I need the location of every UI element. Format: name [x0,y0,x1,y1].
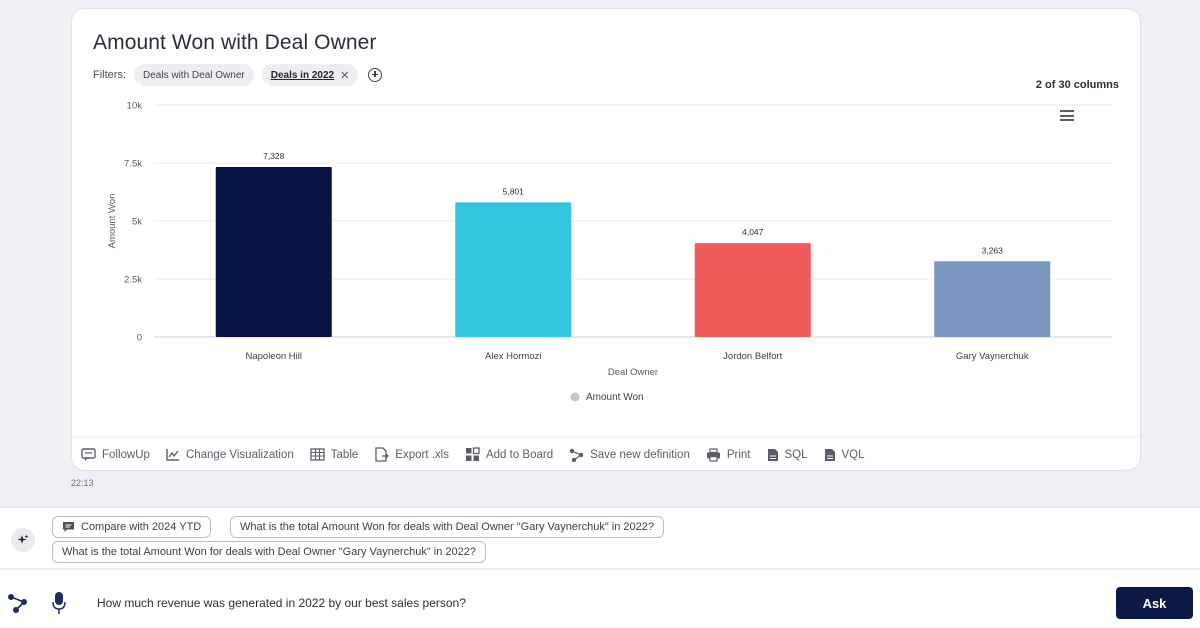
filter-chip-label: Deals with Deal Owner [143,69,245,81]
print-button[interactable]: Print [706,447,751,462]
print-label: Print [726,448,751,461]
chat-icon [63,522,74,532]
suggestion-question-label: What is the total Amount Won for deals w… [62,546,476,558]
followup-label: FollowUp [102,448,150,461]
printer-icon [706,447,720,462]
columns-count[interactable]: 2 of 30 columns [1035,79,1119,91]
data-label: 4,047 [742,227,764,237]
add-to-board-button[interactable]: Add to Board [465,447,553,462]
legend-marker [570,392,580,402]
x-axis-label: Deal Owner [608,367,658,378]
sql-file-icon [767,448,778,461]
x-tick-label: Napoleon Hill [245,351,302,362]
followup-icon [81,447,96,461]
data-label: 7,328 [263,151,285,161]
vql-label: VQL [841,448,865,461]
hamburger-menu-icon[interactable] [1060,110,1074,121]
x-tick-label: Gary Vaynerchuk [956,351,1029,362]
remove-filter-icon[interactable]: ✕ [340,69,350,82]
query-input[interactable]: How much revenue was generated in 2022 b… [97,596,466,610]
sql-button[interactable]: SQL [767,448,808,462]
y-axis-label: Amount Won [107,194,118,249]
filters-row: Filters: Deals with Deal Owner Deals in … [93,64,383,86]
filters-label: Filters: [93,69,126,81]
export-label: Export .xls [395,448,449,461]
suggestion-question-label: What is the total Amount Won for deals w… [240,521,654,533]
ai-suggest-button[interactable] [11,528,35,552]
add-to-board-label: Add to Board [485,448,554,461]
followup-button[interactable]: FollowUp [81,447,150,462]
bar-chart: 0 2.5k 5k 7.5k 10k Amount Won 7,328 Napoleon Hi… [107,101,1112,403]
filter-chip-label: Deals in 2022 [270,69,335,81]
bar [694,243,811,337]
line-chart-icon [166,449,179,461]
change-visualization-label: Change Visualization [185,448,294,461]
bar [934,261,1051,337]
microphone-icon[interactable] [52,591,66,615]
export-icon [375,447,390,462]
vql-file-icon [824,448,835,461]
chart-toolbar: FollowUp Change Visualization Table Expo… [72,436,1140,470]
data-label: 3,263 [982,245,1004,255]
data-label: 5,801 [503,186,525,196]
message-timestamp: 22:13 [71,478,94,488]
x-tick-label: Jordon Belfort [723,351,783,362]
suggestion-question-button[interactable]: What is the total Amount Won for deals w… [230,516,664,538]
save-definition-button[interactable]: Save new definition [569,448,690,462]
board-icon [465,447,480,461]
suggestion-question-button[interactable]: What is the total Amount Won for deals w… [52,541,486,563]
suggestion-compare-button[interactable]: Compare with 2024 YTD [52,516,212,538]
flow-icon [569,448,584,462]
x-tick-label: Alex Hormozi [485,351,542,362]
bar [215,166,332,337]
chart-card: Amount Won with Deal Owner Filters: Deal… [71,8,1141,471]
save-definition-label: Save new definition [590,448,690,461]
vql-button[interactable]: VQL [824,448,865,462]
export-xls-button[interactable]: Export .xls [374,447,449,462]
y-tick-label: 2.5k [124,275,142,286]
y-tick-label: 0 [137,333,142,344]
sparkle-icon [17,534,29,544]
ask-button[interactable]: Ask [1116,587,1193,619]
y-tick-label: 10k [127,101,143,112]
table-icon [310,448,325,461]
y-tick-label: 7.5k [124,159,142,170]
filter-chip-deals-2022[interactable]: Deals in 2022 ✕ [261,64,359,86]
filter-chip-deal-owner[interactable]: Deals with Deal Owner [134,64,254,86]
add-filter-icon[interactable] [368,68,383,82]
table-label: Table [330,448,359,461]
suggestion-compare-label: Compare with 2024 YTD [81,521,202,533]
legend-label: Amount Won [586,392,644,403]
change-visualization-button[interactable]: Change Visualization [166,448,294,461]
query-input-bar: How much revenue was generated in 2022 b… [0,570,1200,628]
y-tick-label: 5k [132,217,142,228]
suggestions-bar: Compare with 2024 YTD What is the total … [0,507,1200,569]
bar [455,202,572,337]
workflow-icon[interactable] [7,592,29,614]
sql-label: SQL [784,448,808,461]
chart-title: Amount Won with Deal Owner [93,31,377,54]
table-button[interactable]: Table [310,448,359,461]
